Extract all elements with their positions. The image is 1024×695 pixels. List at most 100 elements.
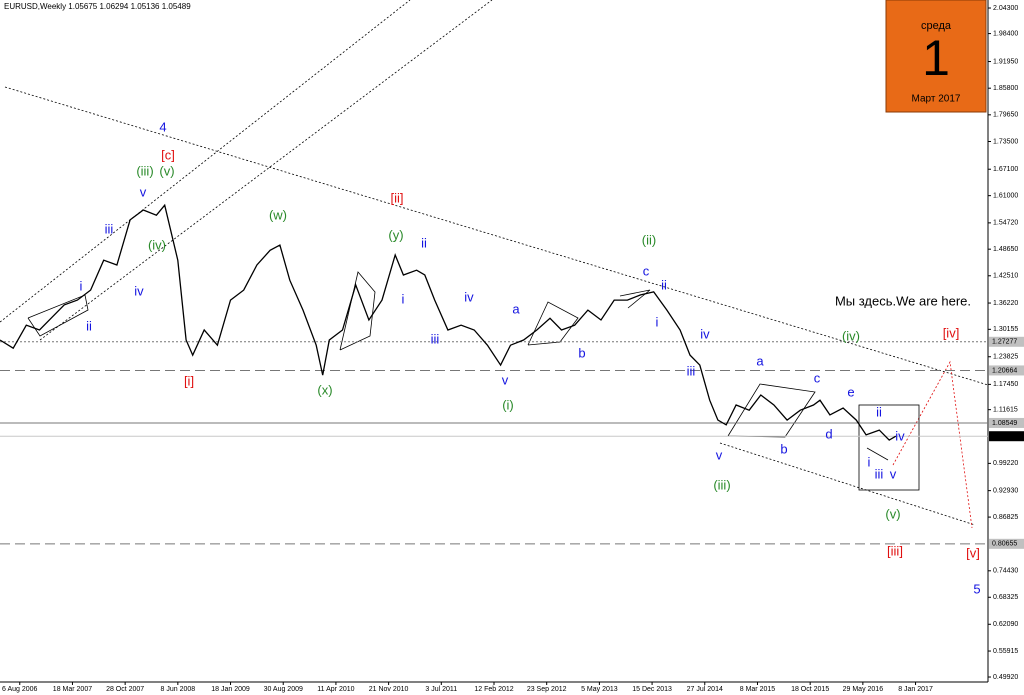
- calendar-weekday: среда: [921, 20, 952, 32]
- level-label: 1.20664: [992, 367, 1017, 374]
- y-tick-label: 1.23825: [993, 354, 1018, 361]
- triangle: [619, 289, 651, 309]
- wave-label: iv: [895, 428, 905, 443]
- wave-label: i: [868, 454, 871, 469]
- wave-label: ii: [421, 235, 427, 250]
- x-tick-label: 6 Aug 2006: [2, 686, 38, 693]
- level-label-bg: [989, 417, 1024, 428]
- wave-label: iv: [134, 283, 144, 298]
- y-tick-label: 1.91950: [993, 58, 1018, 65]
- y-tick-label: 1.36220: [993, 300, 1018, 307]
- level-label-bg: [989, 431, 1024, 442]
- y-tick-label: 0.86825: [993, 514, 1018, 521]
- wave-label: i: [402, 291, 405, 306]
- wedge-line: [866, 447, 889, 461]
- wave-label: ii: [876, 404, 882, 419]
- level-label-bg: [989, 365, 1024, 376]
- wave-label: Мы здесь.We are here.: [835, 293, 971, 308]
- projection: [892, 360, 973, 529]
- calendar-bg: [885, 0, 987, 113]
- wave-label: e: [847, 384, 854, 399]
- x-tick-label: 30 Aug 2009: [264, 686, 303, 693]
- triangle: [27, 294, 89, 337]
- wave-label: [iv]: [943, 325, 960, 340]
- x-tick-label: 18 Jan 2009: [211, 686, 250, 693]
- channel-line: [0, 0, 411, 323]
- y-tick-label: 1.17450: [993, 381, 1018, 388]
- x-tick-label: 8 Jan 2017: [898, 686, 933, 693]
- chart-title: EURUSD,Weekly 1.05675 1.06294 1.05136 1.…: [4, 2, 191, 11]
- calendar-month: Март 2017: [912, 94, 961, 105]
- level-label-bg: [989, 336, 1024, 347]
- triangle: [527, 301, 579, 346]
- y-tick-label: 1.42510: [993, 273, 1018, 280]
- wave-label: ii: [86, 318, 92, 333]
- wave-label: a: [756, 353, 764, 368]
- focus-box: [858, 404, 920, 491]
- y-tick-label: 1.85800: [993, 85, 1018, 92]
- y-tick-label: 1.11615: [993, 407, 1018, 414]
- y-tick-label: 0.68325: [993, 594, 1018, 601]
- wave-label: iv: [464, 289, 474, 304]
- x-tick-label: 28 Oct 2007: [106, 686, 144, 693]
- wave-label: (ii): [642, 232, 656, 247]
- x-tick-label: 12 Feb 2012: [474, 686, 513, 693]
- y-tick-label: 1.54720: [993, 220, 1018, 227]
- level-label: 1.27277: [992, 339, 1017, 346]
- wave-label: iii: [105, 221, 114, 236]
- x-tick-label: 29 May 2016: [843, 686, 884, 693]
- wave-label: (iv): [842, 328, 860, 343]
- wave-label: (x): [317, 382, 332, 397]
- y-tick-label: 1.79650: [993, 112, 1018, 119]
- wave-label: [iii]: [887, 543, 903, 558]
- x-tick-label: 8 Mar 2015: [740, 686, 776, 693]
- wave-label: 4: [159, 119, 166, 134]
- x-tick-label: 8 Jun 2008: [161, 686, 196, 693]
- wave-label: [c]: [161, 147, 175, 162]
- x-tick-label: 11 Apr 2010: [317, 686, 354, 693]
- y-tick-label: 1.30155: [993, 326, 1018, 333]
- level-label: 0.80655: [992, 541, 1017, 548]
- wave-label: v: [140, 184, 147, 199]
- wave-label: [ii]: [391, 190, 404, 205]
- wave-label: (iv): [148, 237, 166, 252]
- trend-line: [719, 442, 976, 526]
- wave-label: iii: [431, 331, 440, 346]
- wave-label: a: [512, 301, 520, 316]
- y-tick-label: 1.67100: [993, 166, 1018, 173]
- wave-label: ii: [661, 277, 667, 292]
- calendar-day: 1: [922, 30, 950, 86]
- wave-label: v: [890, 466, 897, 481]
- price-line: [0, 203, 897, 441]
- calendar-widget: среда 1 Март 2017: [885, 0, 987, 113]
- y-tick-label: 0.74430: [993, 568, 1018, 575]
- wave-label: v: [502, 372, 509, 387]
- x-tick-label: 3 Jul 2011: [425, 686, 457, 693]
- y-tick-label: 1.61000: [993, 192, 1018, 199]
- x-tick-label: 18 Mar 2007: [53, 686, 92, 693]
- wave-label: (v): [159, 163, 174, 178]
- wave-label: iii: [875, 466, 884, 481]
- x-tick-label: 21 Nov 2010: [369, 686, 409, 693]
- wave-label: (iii): [136, 163, 153, 178]
- trend-line: [4, 86, 989, 386]
- x-tick-label: 27 Jul 2014: [687, 686, 723, 693]
- level-label-bg: [989, 538, 1024, 549]
- level-label: 1.08549: [992, 420, 1017, 427]
- wave-label: [i]: [184, 373, 194, 388]
- x-tick-label: 23 Sep 2012: [527, 686, 567, 693]
- y-tick-label: 1.48650: [993, 246, 1018, 253]
- wave-label: iii: [687, 363, 696, 378]
- level-label: 1.05489: [992, 433, 1017, 440]
- wave-label: v: [716, 447, 723, 462]
- y-tick-label: 0.49920: [993, 674, 1018, 681]
- wave-label: (i): [502, 397, 514, 412]
- y-tick-label: 1.98400: [993, 30, 1018, 37]
- y-tick-label: 1.73500: [993, 138, 1018, 145]
- wave-label: [v]: [966, 545, 980, 560]
- y-tick-label: 0.62090: [993, 621, 1018, 628]
- wave-label: (iii): [713, 477, 730, 492]
- wave-label: b: [780, 441, 787, 456]
